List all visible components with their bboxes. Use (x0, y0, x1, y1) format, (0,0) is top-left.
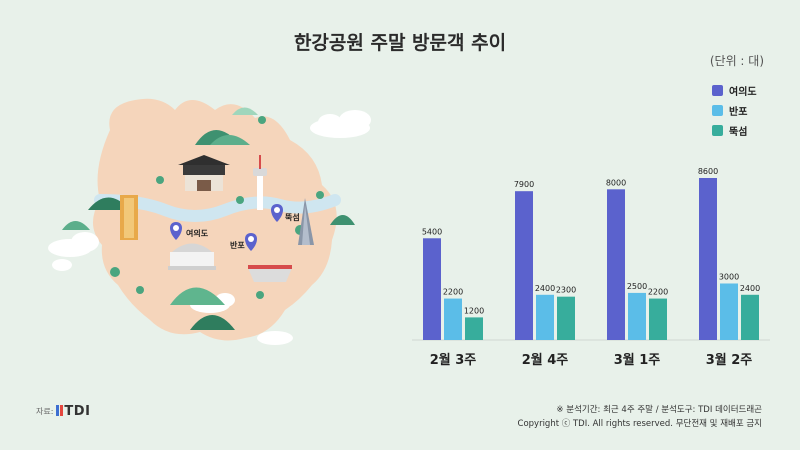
data-label: 2300 (556, 286, 576, 295)
tree-shapes (110, 116, 324, 299)
legend-swatch-banpo (712, 104, 723, 116)
unit-label: (단위 : 대) (709, 54, 764, 68)
logo-bar-blue-icon (56, 405, 60, 416)
legend-swatch-ttukseom (712, 124, 723, 136)
chart-title: 한강공원 주말 방문객 추이 (293, 32, 507, 54)
logo-bar-red-icon (60, 405, 64, 416)
bar-1-0 (515, 191, 533, 340)
copyright-note: Copyright ⓒ TDI. All rights reserved. 무단… (517, 419, 762, 429)
chart-legend: 여의도 반포 뚝섬 (712, 80, 757, 140)
source-label: 자료: (36, 407, 54, 416)
category-label: 3월 1주 (614, 352, 661, 368)
stadium (248, 265, 292, 282)
assembly-building (168, 243, 216, 270)
map-marker-yeouido (170, 222, 182, 240)
map-marker-banpo (245, 233, 257, 251)
legend-label: 뚝섬 (729, 126, 748, 138)
footer-notes: ※ 분석기간: 최근 4주 주말 / 분석도구: TDI 데이터드래곤 Copy… (518, 403, 762, 431)
data-label: 5400 (422, 227, 442, 236)
bar-1-2 (557, 296, 575, 340)
skyscraper-left (120, 195, 138, 240)
skyscraper-right (298, 198, 314, 245)
data-label: 8000 (606, 178, 626, 187)
category-label: 3월 2주 (706, 352, 753, 368)
legend-item-banpo: 반포 (712, 100, 757, 120)
bar-2-1 (628, 292, 646, 340)
bar-0-1 (444, 298, 462, 340)
bar-3-1 (720, 283, 738, 340)
map-marker-ttukseom (271, 204, 283, 222)
category-label: 2월 3주 (430, 352, 477, 368)
data-label: 7900 (514, 180, 534, 189)
bar-3-2 (741, 294, 759, 340)
palace-building (178, 155, 230, 191)
bar-3-0 (699, 178, 717, 340)
cloud-shapes (48, 110, 371, 345)
map-label-banpo: 반포 (230, 240, 245, 250)
bar-2-2 (649, 298, 667, 340)
legend-item-ttukseom: 뚝섬 (712, 120, 757, 140)
data-label: 2400 (740, 284, 760, 293)
tdi-logo: TDI (56, 404, 90, 419)
data-label: 8600 (698, 167, 718, 176)
mountain-shapes (62, 107, 355, 330)
category-label: 2월 4주 (522, 352, 569, 368)
data-label: 2200 (648, 288, 668, 297)
legend-swatch-yeouido (712, 84, 723, 96)
legend-label: 여의도 (729, 86, 757, 98)
data-label: 3000 (719, 272, 739, 281)
data-label: 1200 (464, 306, 484, 315)
legend-label: 반포 (729, 106, 748, 118)
bar-0-0 (423, 238, 441, 340)
data-label: 2400 (535, 284, 555, 293)
bar-2-0 (607, 189, 625, 340)
namsan-tower (253, 155, 267, 210)
han-river (94, 194, 341, 222)
map-label-yeouido: 여의도 (186, 228, 209, 238)
source-credit: 자료: TDI (36, 404, 90, 419)
data-label: 2200 (443, 288, 463, 297)
legend-item-yeouido: 여의도 (712, 80, 757, 100)
data-label: 2500 (627, 282, 647, 291)
analysis-period-note: ※ 분석기간: 최근 4주 주말 / 분석도구: TDI 데이터드래곤 (556, 405, 762, 415)
map-label-ttukseom: 뚝섬 (285, 212, 300, 222)
bar-1-1 (536, 294, 554, 340)
bar-0-2 (465, 317, 483, 340)
logo-text: TDI (64, 404, 91, 419)
